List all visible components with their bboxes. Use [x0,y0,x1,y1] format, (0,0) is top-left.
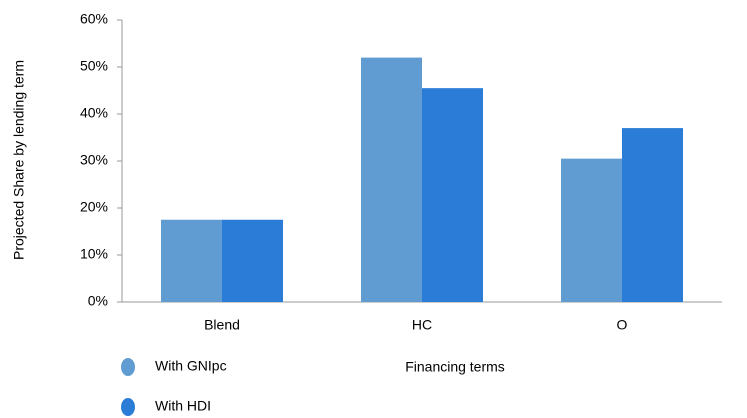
y-tick-label: 60% [80,11,108,27]
x-tick-label: O [617,317,628,333]
bar [622,128,683,302]
legend-label: With GNIpc [155,358,227,374]
legend-marker [121,398,135,416]
bar [361,57,422,302]
x-tick-label: HC [412,317,432,333]
y-tick-label: 0% [88,293,108,309]
x-axis-title: Financing terms [405,359,505,375]
bar [161,219,222,302]
y-tick-label: 50% [80,58,108,74]
y-tick-label: 10% [80,246,108,262]
bar [561,158,622,302]
y-tick-label: 20% [80,199,108,215]
bar [422,88,483,303]
legend-marker [121,358,135,376]
bar [222,219,283,302]
legend-label: With HDI [155,398,211,414]
y-tick-label: 40% [80,105,108,121]
y-tick-label: 30% [80,152,108,168]
x-tick-label: Blend [204,317,240,333]
y-axis-title: Projected Share by lending term [11,60,27,260]
